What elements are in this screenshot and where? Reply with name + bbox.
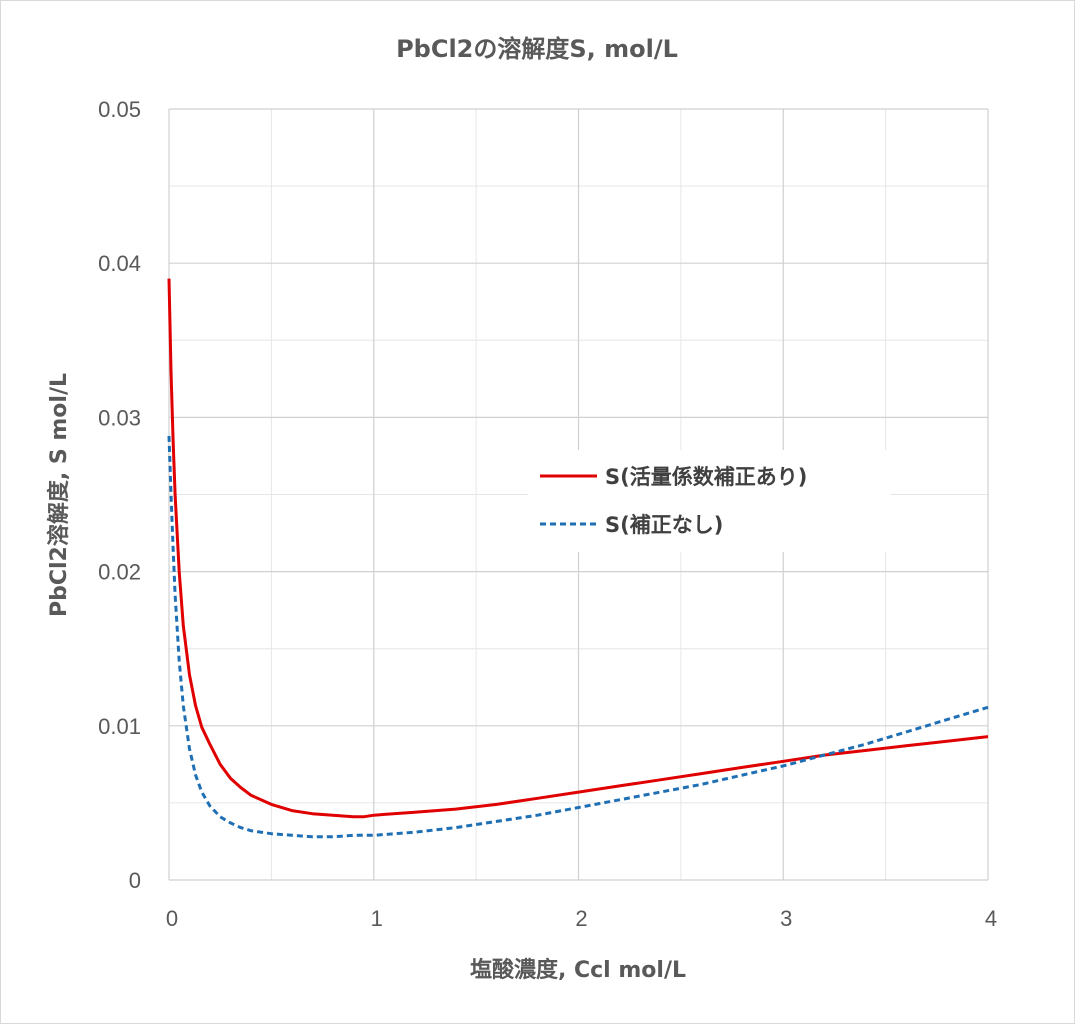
- y-tick-label: 0.02: [98, 560, 141, 585]
- y-tick-label: 0.03: [98, 405, 141, 430]
- chart-title: PbCl2の溶解度S, mol/L: [396, 35, 678, 63]
- x-tick-label: 3: [780, 906, 792, 931]
- x-tick-label: 4: [985, 906, 997, 931]
- y-tick-label: 0: [129, 868, 141, 893]
- x-tick-label: 2: [575, 906, 587, 931]
- x-tick-label: 1: [371, 906, 383, 931]
- y-tick-label: 0.05: [98, 97, 141, 122]
- series-lines: [167, 278, 989, 839]
- series-line-0: [167, 278, 989, 819]
- legend-background: [528, 450, 890, 552]
- legend: S(活量係数補正あり) S(補正なし): [528, 450, 890, 552]
- y-tick-label: 0.04: [98, 251, 141, 276]
- legend-label-corrected: S(活量係数補正あり): [605, 465, 807, 489]
- series-line-1: [167, 435, 989, 839]
- x-axis-label: 塩酸濃度, Ccl mol/L: [470, 957, 686, 983]
- x-tick-label: 0: [166, 906, 178, 931]
- y-axis-label: PbCl2溶解度, S mol/L: [46, 373, 72, 617]
- tick-labels: 0 1 2 3 4 0 0.01 0.02 0.03 0.04 0.05: [98, 97, 997, 931]
- legend-label-uncorrected: S(補正なし): [605, 513, 723, 537]
- y-tick-label: 0.01: [98, 714, 141, 739]
